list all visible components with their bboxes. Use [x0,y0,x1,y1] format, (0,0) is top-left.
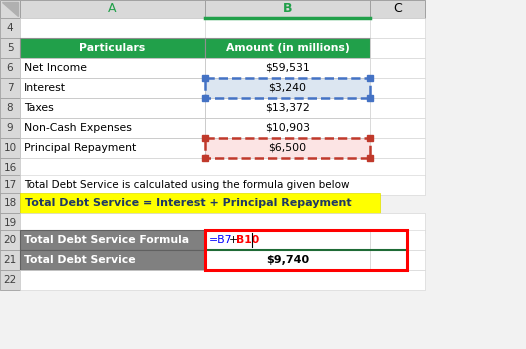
Text: Total Debt Service: Total Debt Service [24,255,136,265]
Bar [370,0,425,18]
Bar [0,38,20,58]
Bar [0,138,20,158]
Bar [0,270,20,290]
Text: 9: 9 [7,123,13,133]
Text: 6: 6 [7,63,13,73]
Bar [205,78,370,98]
Bar [20,193,380,213]
Bar [205,58,370,78]
Text: 19: 19 [3,218,17,228]
Text: 10: 10 [4,143,16,153]
Text: 20: 20 [4,235,16,245]
Text: $10,903: $10,903 [265,123,310,133]
Text: Net Income: Net Income [24,63,87,73]
Bar [0,58,20,78]
Text: Interest: Interest [24,83,66,93]
Bar [370,18,425,38]
Bar [20,58,205,78]
Bar [0,175,20,195]
Polygon shape [2,2,18,16]
Text: +: + [229,235,238,245]
Bar [20,0,205,18]
Text: Total Debt Service is calculated using the formula given below: Total Debt Service is calculated using t… [24,180,349,190]
Text: 7: 7 [7,83,13,93]
Bar [0,250,20,270]
Bar [205,250,370,270]
Bar [0,0,20,18]
Bar [0,213,20,233]
Bar [0,158,20,178]
Text: Principal Repayment: Principal Repayment [24,143,136,153]
Text: Particulars: Particulars [79,43,146,53]
Bar [20,230,205,250]
Text: 21: 21 [3,255,17,265]
Bar [20,158,425,178]
Bar [205,138,370,158]
Text: B10: B10 [236,235,259,245]
Text: Total Debt Service = Interest + Principal Repayment: Total Debt Service = Interest + Principa… [25,198,351,208]
Bar [205,118,370,138]
Text: $13,372: $13,372 [265,103,310,113]
Bar [205,98,370,118]
Bar [205,78,370,98]
Text: 22: 22 [3,275,17,285]
Bar [20,98,205,118]
Bar [370,250,425,270]
Bar [370,38,425,58]
Text: Non-Cash Expenses: Non-Cash Expenses [24,123,132,133]
Text: 8: 8 [7,103,13,113]
Bar [20,18,205,38]
Bar [370,138,425,158]
Bar [370,230,425,250]
Bar [20,138,205,158]
Bar [205,38,370,58]
Text: Amount (in millions): Amount (in millions) [226,43,349,53]
Bar [370,118,425,138]
Bar [370,78,425,98]
Text: 5: 5 [7,43,13,53]
Text: $6,500: $6,500 [268,143,307,153]
Text: A: A [108,2,117,15]
Text: 16: 16 [3,163,17,173]
Bar [20,78,205,98]
Bar [0,193,20,213]
Bar [0,98,20,118]
Bar [20,250,205,270]
Bar [0,78,20,98]
Bar [205,18,370,38]
Bar [205,0,370,18]
Bar [205,138,370,158]
Text: 18: 18 [3,198,17,208]
Bar [0,18,20,38]
Text: =B7: =B7 [209,235,232,245]
Bar [205,230,370,250]
Bar [20,118,205,138]
Text: 17: 17 [3,180,17,190]
Bar [20,213,425,233]
Bar [20,38,205,58]
Text: $9,740: $9,740 [266,255,309,265]
Bar [20,270,425,290]
Bar [370,98,425,118]
Bar [370,58,425,78]
Bar [205,230,407,270]
Text: $59,531: $59,531 [265,63,310,73]
Text: Total Debt Service Formula: Total Debt Service Formula [24,235,189,245]
Text: B: B [283,2,292,15]
Text: 4: 4 [7,23,13,33]
Bar [20,175,425,195]
Text: $3,240: $3,240 [268,83,307,93]
Bar [0,230,20,250]
Bar [0,118,20,138]
Text: Taxes: Taxes [24,103,54,113]
Text: C: C [393,2,402,15]
